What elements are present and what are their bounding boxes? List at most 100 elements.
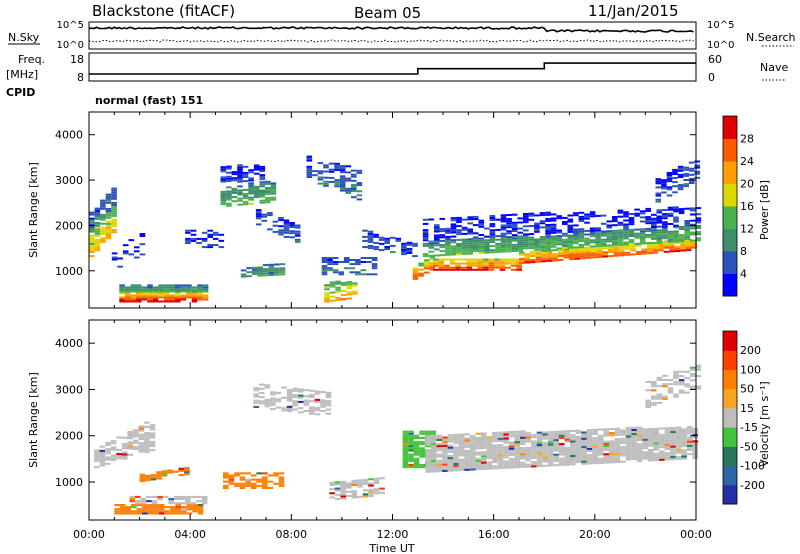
power-cell — [317, 172, 324, 175]
power-cell — [422, 231, 429, 234]
power-cell — [384, 237, 390, 240]
velocity-cell — [201, 502, 208, 505]
velocity-cell — [592, 441, 598, 444]
velocity-cell — [190, 502, 197, 505]
velocity-cell — [695, 366, 702, 369]
power-cell — [688, 167, 695, 170]
velocity-cell — [413, 443, 420, 446]
velocity-cell — [631, 437, 637, 440]
velocity-cell — [647, 448, 654, 451]
time-tick-label: 00:00 — [680, 528, 712, 541]
power-cell — [651, 237, 657, 240]
power-cell — [634, 228, 640, 231]
velocity-cell — [136, 504, 143, 507]
power-colorbar-color-2 — [723, 228, 737, 252]
power-cell — [528, 242, 535, 245]
power-cell — [569, 256, 575, 259]
power-cell — [556, 243, 562, 246]
velocity-cell — [292, 387, 298, 390]
velocity-colorbar-tick: 100 — [740, 363, 761, 376]
velocity-cell — [558, 443, 565, 446]
power-cell — [506, 250, 512, 253]
power-cell — [89, 255, 95, 258]
power-cell — [345, 191, 352, 194]
power-cell — [356, 182, 363, 185]
power-cell — [628, 235, 635, 237]
power-cell — [367, 236, 374, 239]
power-cell — [584, 229, 590, 232]
power-cell — [130, 288, 137, 291]
power-cell — [175, 288, 181, 291]
velocity-cell — [430, 470, 437, 473]
velocity-cell — [586, 445, 593, 448]
power-cell — [268, 272, 275, 274]
power-cell — [218, 233, 225, 236]
power-cell — [186, 286, 192, 289]
power-cell — [556, 241, 562, 244]
power-cell — [367, 247, 374, 250]
power-cell — [434, 254, 440, 257]
power-cell — [346, 283, 353, 286]
velocity-cell — [270, 391, 276, 394]
velocity-cell — [531, 452, 537, 455]
power-cell — [528, 225, 535, 227]
velocity-cell — [686, 446, 693, 449]
velocity-cell — [110, 442, 117, 445]
power-cell — [289, 222, 295, 224]
power-cell — [395, 239, 402, 242]
power-cell — [595, 239, 601, 241]
power-cell — [523, 235, 529, 237]
velocity-cell — [642, 453, 648, 456]
velocity-cell — [503, 439, 509, 442]
power-cell — [467, 238, 473, 241]
power-cell — [117, 257, 123, 260]
power-cell — [516, 264, 522, 267]
velocity-cell — [453, 452, 459, 455]
power-cell — [360, 261, 367, 263]
power-cell — [645, 242, 651, 245]
velocity-cell — [436, 453, 443, 456]
power-cell — [639, 220, 646, 223]
velocity-cell — [458, 439, 465, 442]
power-cell — [471, 258, 478, 261]
freq-panel: Freq. [MHz] 18 8 60 0 Nave CPID normal (… — [6, 52, 788, 107]
velocity-ytick-label: 2000 — [55, 430, 83, 443]
power-cell — [422, 222, 429, 225]
power-cell — [253, 166, 260, 169]
power-cell — [523, 239, 529, 242]
power-cell — [456, 216, 462, 219]
velocity-colorbar-tick: -50 — [740, 440, 758, 453]
power-cell — [606, 226, 613, 229]
power-cell — [523, 219, 529, 222]
velocity-cell — [297, 394, 304, 397]
velocity-cell — [592, 451, 598, 454]
power-cell — [511, 247, 518, 250]
velocity-cell — [614, 429, 621, 432]
power-cell — [242, 171, 249, 174]
velocity-cell — [419, 432, 425, 435]
velocity-cell — [684, 370, 690, 373]
velocity-cell — [119, 512, 126, 515]
velocity-cell — [514, 451, 520, 454]
power-cell — [321, 257, 328, 259]
velocity-colorbar-label: Velocity [m s⁻¹] — [758, 381, 771, 466]
velocity-ylabel: Slant Range [km] — [27, 372, 40, 468]
power-cell — [523, 225, 529, 228]
power-cell — [460, 258, 467, 261]
power-cell — [600, 230, 607, 233]
velocity-cell — [625, 441, 632, 444]
velocity-cell — [175, 510, 182, 513]
velocity-cell — [125, 506, 131, 509]
power-cell — [450, 239, 457, 242]
velocity-cell — [620, 452, 626, 455]
velocity-cell — [581, 450, 587, 453]
velocity-cell — [250, 478, 257, 481]
power-cell — [237, 197, 243, 200]
power-cell — [94, 243, 101, 245]
velocity-cell — [408, 434, 414, 437]
power-cell — [328, 162, 335, 165]
velocity-cell — [408, 432, 414, 435]
power-cell — [574, 253, 581, 256]
velocity-cell — [695, 375, 702, 378]
power-cell — [635, 250, 642, 253]
